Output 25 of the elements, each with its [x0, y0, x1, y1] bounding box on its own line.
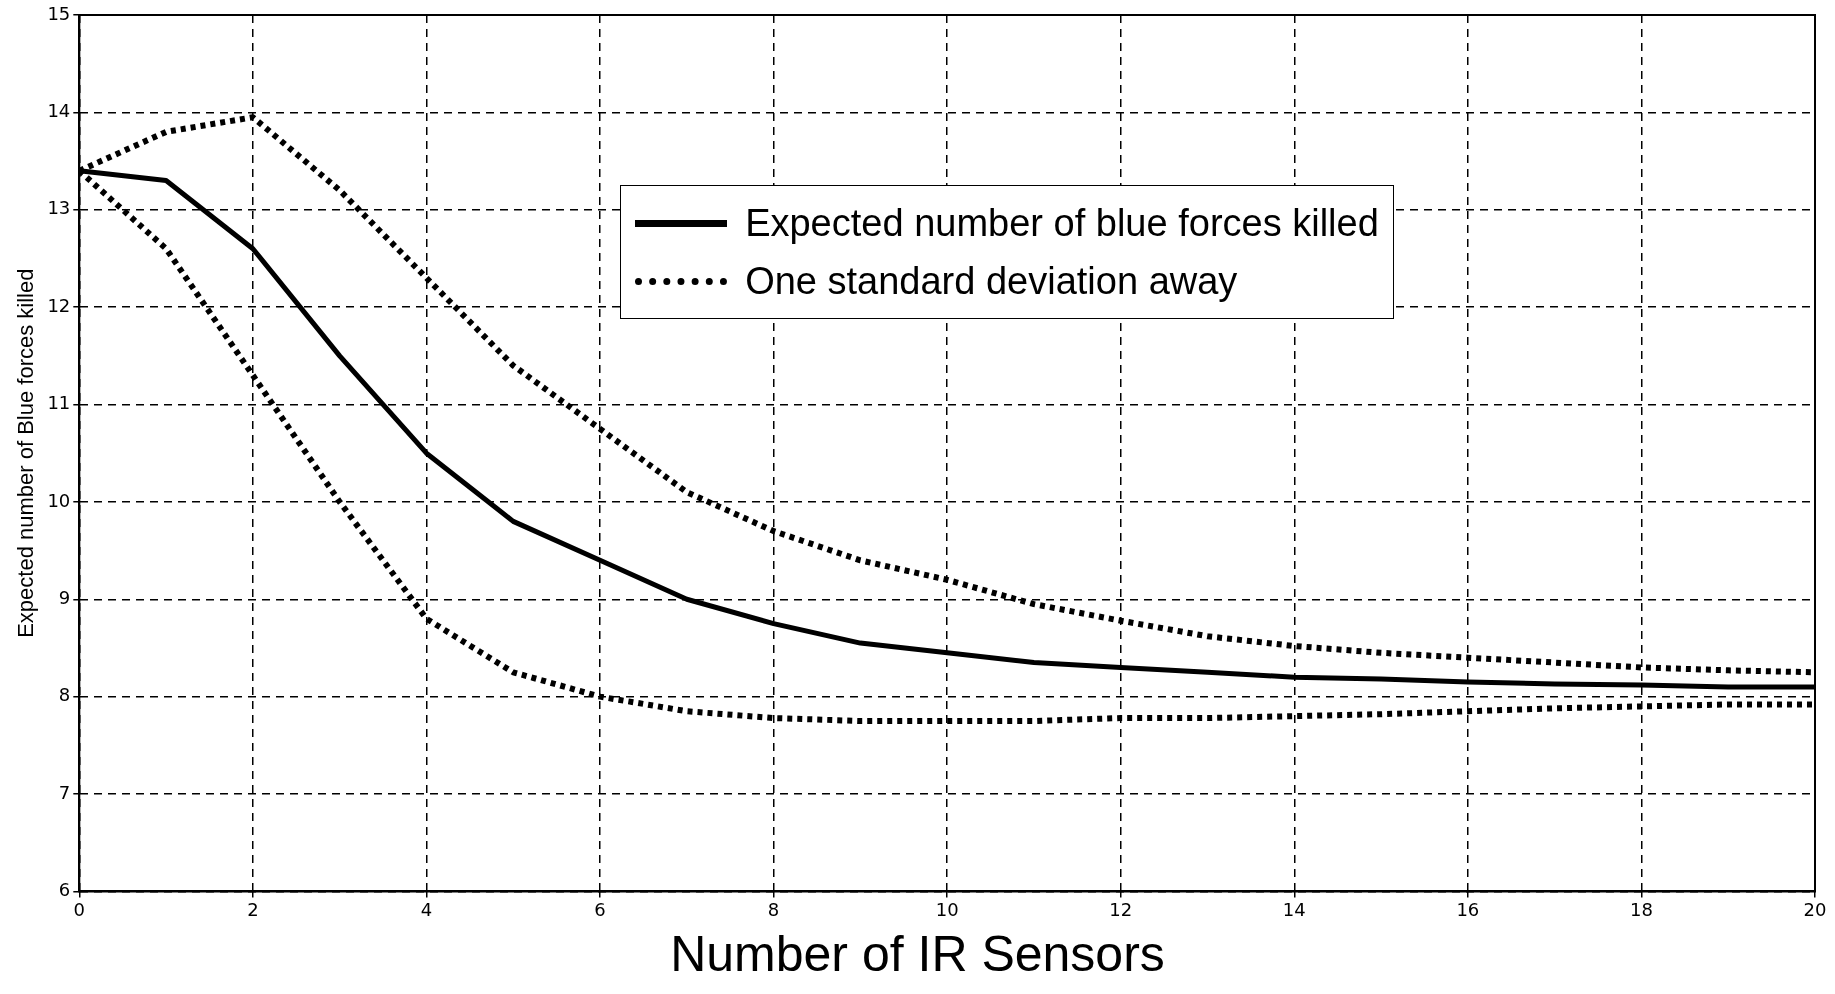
- x-tick-label: 18: [1629, 898, 1653, 920]
- x-tick-label: 2: [247, 898, 259, 920]
- y-tick-label: 14: [47, 100, 71, 122]
- x-tick-label: 14: [1282, 898, 1306, 920]
- x-tick-label: 8: [767, 898, 780, 920]
- x-axis-title: Number of IR Sensors: [669, 925, 1166, 983]
- y-tick-label: 13: [47, 197, 71, 219]
- y-tick-label: 11: [47, 392, 71, 414]
- y-tick-label: 9: [58, 586, 71, 608]
- x-tick-label: 4: [420, 898, 433, 920]
- x-tick-label: 20: [1803, 898, 1827, 920]
- x-tick-label: 12: [1109, 898, 1133, 920]
- x-tick-label: 0: [73, 898, 86, 920]
- legend-label: Expected number of blue forces killed: [745, 201, 1379, 245]
- y-tick-label: 6: [58, 879, 71, 901]
- y-tick-label: 12: [47, 294, 71, 316]
- y-tick-label: 7: [58, 781, 71, 803]
- x-tick-label: 16: [1456, 898, 1480, 920]
- y-tick-label: 8: [58, 684, 71, 706]
- x-tick-label: 10: [935, 898, 959, 920]
- y-tick-label: 15: [47, 2, 71, 24]
- y-tick-label: 10: [47, 489, 71, 511]
- legend-label: One standard deviation away: [745, 259, 1238, 303]
- x-tick-label: 6: [594, 898, 606, 920]
- y-axis-title: Expected number of Blue forces killed: [13, 268, 39, 638]
